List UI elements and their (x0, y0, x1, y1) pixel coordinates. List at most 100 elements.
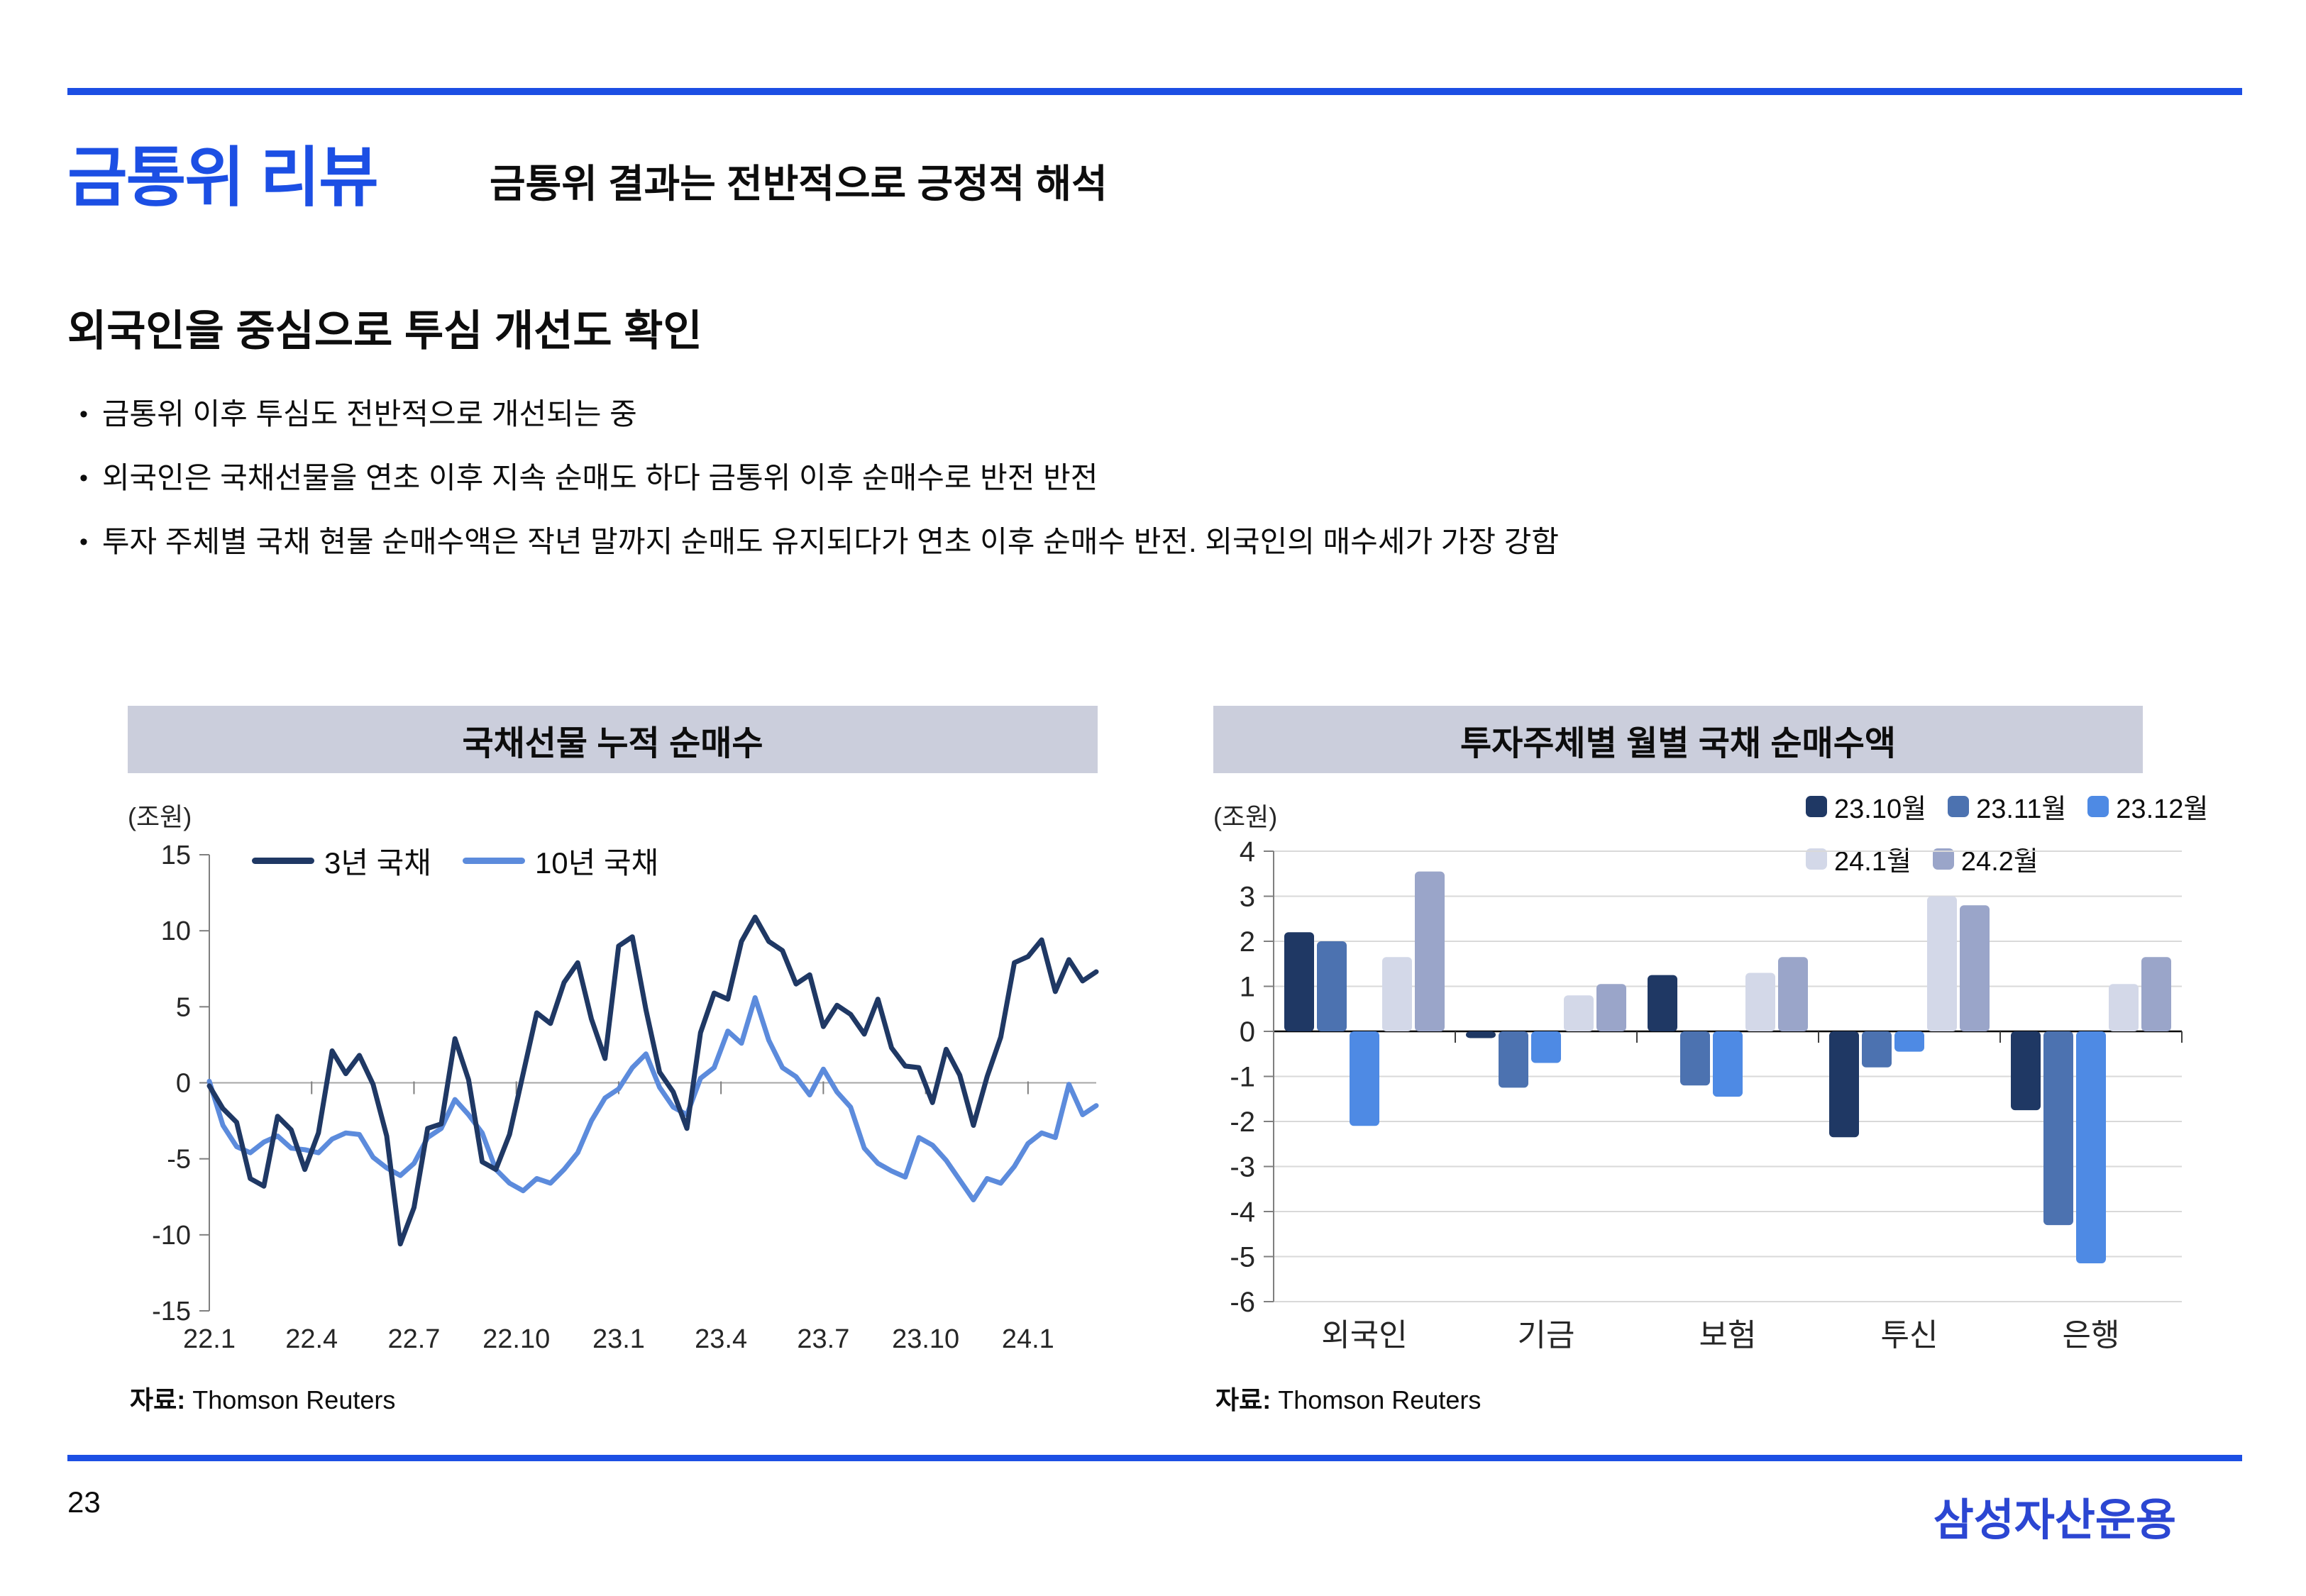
svg-text:23.4: 23.4 (695, 1324, 747, 1354)
legend-item-23-12: 23.12월 (2087, 787, 2208, 826)
svg-text:-3: -3 (1230, 1152, 1255, 1183)
bullet-dot: • (79, 465, 88, 492)
bar-chart-source: 자료: Thomson Reuters (1215, 1380, 1481, 1417)
series-line-3년 국채 (206, 914, 1099, 1247)
svg-text:0: 0 (1240, 1016, 1255, 1048)
bar-은행-24.1월 (2109, 984, 2139, 1031)
svg-text:23.1: 23.1 (592, 1324, 645, 1354)
line-chart-unit-label: (조원) (128, 802, 192, 831)
svg-text:외국인: 외국인 (1321, 1318, 1407, 1353)
svg-text:22.4: 22.4 (285, 1324, 338, 1354)
bar-기금-23.11월 (1499, 1031, 1528, 1088)
bar-투신-23.11월 (1862, 1031, 1892, 1068)
bar-swatch-23-10 (1806, 795, 1827, 817)
svg-text:-10: -10 (152, 1221, 191, 1251)
legend-item-10yr: 10년 국채 (462, 839, 658, 882)
top-rule (67, 88, 2242, 95)
bar-기금-24.2월 (1596, 984, 1626, 1031)
bar-외국인-23.10월 (1284, 932, 1314, 1031)
svg-text:-4: -4 (1230, 1197, 1255, 1228)
svg-text:은행: 은행 (2063, 1318, 2120, 1353)
svg-text:1: 1 (1240, 972, 1255, 1003)
line-chart-title: 국채선물 누적 순매수 (128, 706, 1098, 773)
bar-은행-23.10월 (2011, 1031, 2041, 1111)
bar-chart-unit-label: (조원) (1213, 802, 1278, 831)
bottom-rule (67, 1455, 2242, 1461)
svg-text:3: 3 (1240, 882, 1255, 913)
legend-label-23-11: 23.11월 (1976, 794, 2067, 824)
legend-label-3yr: 3년 국채 (324, 846, 431, 880)
bullet-item: • 금통위 이후 투심도 전반적으로 개선되는 중 (79, 397, 1559, 431)
page-number: 23 (67, 1485, 101, 1519)
svg-text:투신: 투신 (1881, 1318, 1938, 1353)
bullet-text: 금통위 이후 투심도 전반적으로 개선되는 중 (101, 397, 637, 431)
legend-item-23-11: 23.11월 (1948, 787, 2066, 826)
svg-text:0: 0 (176, 1069, 191, 1099)
svg-text:23.7: 23.7 (797, 1324, 849, 1354)
bullet-list: • 금통위 이후 투심도 전반적으로 개선되는 중 • 외국인은 국채선물을 연… (79, 397, 1559, 589)
bullet-dot: • (79, 528, 88, 555)
legend-label-23-12: 23.12월 (2116, 794, 2209, 824)
svg-text:22.1: 22.1 (183, 1324, 236, 1354)
legend-item-23-10: 23.10월 (1806, 787, 1926, 826)
bar-외국인-23.12월 (1350, 1031, 1379, 1126)
legend-item-3yr: 3년 국채 (252, 839, 431, 882)
bar-보험-23.11월 (1680, 1031, 1710, 1086)
bullet-dot: • (79, 401, 88, 428)
source-text: Thomson Reuters (1278, 1385, 1482, 1414)
svg-text:-1: -1 (1230, 1062, 1255, 1093)
source-label: 자료: (1215, 1385, 1271, 1414)
bar-기금-24.1월 (1564, 995, 1594, 1031)
bar-chart-title: 투자주체별 월별 국채 순매수액 (1213, 706, 2143, 773)
source-text: Thomson Reuters (192, 1385, 396, 1414)
bar-보험-24.2월 (1778, 957, 1808, 1031)
bar-투신-23.12월 (1894, 1031, 1924, 1052)
bar-chart-canvas: 4 3 2 1 0 -1 -2 -3 -4 -5 -6 외국인 기금 보험 투신 은행 (1230, 836, 2183, 1353)
svg-text:-5: -5 (167, 1145, 191, 1175)
bar-기금-23.12월 (1531, 1031, 1561, 1063)
bar-외국인-23.11월 (1317, 941, 1347, 1031)
svg-text:24.1: 24.1 (1002, 1324, 1054, 1354)
bar-보험-24.1월 (1745, 972, 1775, 1031)
bar-외국인-24.1월 (1382, 957, 1412, 1031)
bar-swatch-23-12 (2087, 795, 2109, 817)
bar-은행-24.2월 (2141, 957, 2171, 1031)
bar-투신-23.10월 (1829, 1031, 1859, 1138)
page-title: 금통위 리뷰 (67, 142, 379, 214)
bar-보험-23.12월 (1713, 1031, 1743, 1097)
source-label: 자료: (130, 1385, 186, 1414)
bar-보험-23.10월 (1648, 975, 1677, 1031)
bullet-text: 외국인은 국채선물을 연초 이후 지속 순매도 하다 금통위 이후 순매수로 반… (101, 461, 1098, 494)
line-chart-source: 자료: Thomson Reuters (130, 1380, 395, 1417)
bullet-text: 투자 주체별 국채 현물 순매수액은 작년 말까지 순매도 유지되다가 연초 이… (101, 525, 1560, 558)
svg-text:보험: 보험 (1699, 1318, 1757, 1353)
bullet-item: • 외국인은 국채선물을 연초 이후 지속 순매도 하다 금통위 이후 순매수로… (79, 461, 1559, 495)
svg-text:기금: 기금 (1518, 1318, 1575, 1353)
svg-text:2: 2 (1240, 926, 1255, 958)
bar-투신-24.2월 (1960, 905, 1990, 1031)
svg-text:4: 4 (1240, 836, 1255, 868)
bar-외국인-24.2월 (1415, 871, 1445, 1031)
svg-text:23.10: 23.10 (892, 1324, 959, 1354)
bar-은행-23.11월 (2043, 1031, 2073, 1226)
svg-text:-6: -6 (1230, 1287, 1255, 1318)
series-line-10년 국채 (206, 995, 1099, 1202)
bar-은행-23.12월 (2076, 1031, 2106, 1263)
svg-text:-5: -5 (1230, 1242, 1255, 1273)
bar-swatch-23-11 (1948, 795, 1970, 817)
bar-기금-23.10월 (1466, 1031, 1496, 1038)
section-heading: 외국인을 중심으로 투심 개선도 확인 (67, 307, 702, 355)
svg-text:-2: -2 (1230, 1107, 1255, 1138)
line-swatch-3yr (252, 858, 314, 864)
svg-text:15: 15 (161, 841, 191, 870)
bar-투신-24.1월 (1927, 896, 1957, 1031)
bar-chart-legend-row1: 23.10월 23.11월 23.12월 (1806, 787, 2208, 826)
page-subtitle: 금통위 결과는 전반적으로 긍정적 해석 (490, 162, 1108, 206)
bullet-item: • 투자 주체별 국채 현물 순매수액은 작년 말까지 순매도 유지되다가 연초… (79, 525, 1559, 559)
bar-chart-panel: 투자주체별 월별 국채 순매수액 (조원) 23.10월 23.11월 23.1… (1213, 706, 2208, 1422)
svg-text:10: 10 (161, 916, 191, 946)
line-swatch-10yr (462, 858, 525, 864)
legend-label-23-10: 23.10월 (1834, 794, 1927, 824)
